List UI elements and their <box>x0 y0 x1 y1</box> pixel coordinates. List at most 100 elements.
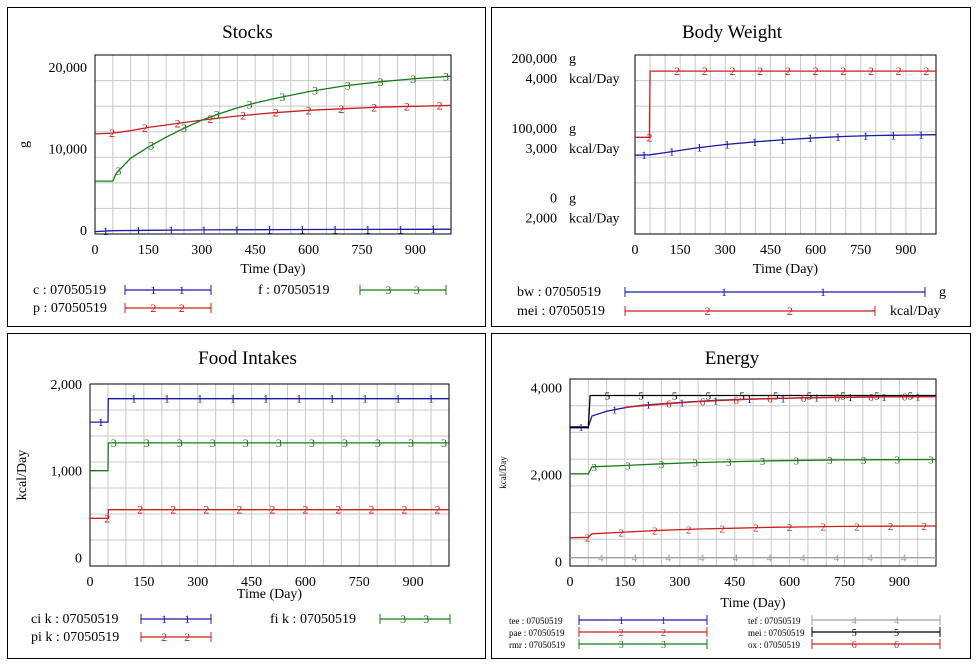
series-marker: 2 <box>240 109 246 123</box>
legend-marker: 6 <box>852 640 857 651</box>
legend-label: mei : 07050519 <box>748 628 805 638</box>
series-marker: 1 <box>362 392 368 406</box>
series-marker: 2 <box>652 526 658 538</box>
series-marker: 4 <box>834 553 840 565</box>
y-tick-label: 0 <box>550 192 557 207</box>
series-marker: 2 <box>207 112 213 126</box>
series-marker: 3 <box>591 462 597 474</box>
series-marker: 3 <box>210 436 216 450</box>
x-tick-label: 600 <box>298 243 319 258</box>
series-marker: 1 <box>329 392 335 406</box>
series-marker: 3 <box>375 436 381 450</box>
x-tick-label: 450 <box>245 243 266 258</box>
legend-label: mei : 07050519 <box>517 304 605 319</box>
legend-label: pae : 07050519 <box>509 628 565 638</box>
series-marker: 2 <box>404 99 410 113</box>
legend-marker: 4 <box>852 616 857 627</box>
series-marker: 3 <box>441 436 447 450</box>
y-tick-label: 100,000 <box>512 122 558 137</box>
grid <box>95 55 451 234</box>
series-marker: 1 <box>724 137 730 151</box>
series-marker: 3 <box>408 436 414 450</box>
series-marker: 2 <box>923 64 929 78</box>
series-marker: 2 <box>203 503 209 517</box>
x-tick-label: 600 <box>805 243 826 258</box>
body-weight-chart: Body Weight 0 150 300 450 600 750 900 Time (Day)… <box>512 22 947 319</box>
series-marker: 1 <box>915 392 921 404</box>
legend-marker: 3 <box>619 640 624 651</box>
legend-label: fi k : 07050519 <box>270 612 356 627</box>
series-marker: 1 <box>230 392 236 406</box>
y-tick-label: 1,000 <box>51 465 83 480</box>
series-marker: 2 <box>753 523 759 535</box>
legend-marker: 1 <box>179 283 185 297</box>
series-marker: 2 <box>435 503 441 517</box>
legend-marker: 2 <box>705 304 711 318</box>
series-marker: 6 <box>834 392 840 404</box>
body-weight-panel: Body Weight 0 150 300 450 600 750 900 Time (Day)… <box>491 7 971 327</box>
series-marker: 1 <box>296 392 302 406</box>
series-marker: 3 <box>276 436 282 450</box>
y-tick-label: 2,000 <box>531 469 563 484</box>
series-marker: 3 <box>214 108 220 122</box>
series-line-5 <box>570 394 936 429</box>
legend-marker: 3 <box>385 283 391 297</box>
series-marker: 2 <box>338 102 344 116</box>
series-marker: 1 <box>881 392 887 404</box>
x-tick-label: 0 <box>87 575 94 590</box>
series-marker: 2 <box>618 527 624 539</box>
series-marker: 1 <box>779 133 785 147</box>
x-axis-label: Time (Day) <box>237 587 303 602</box>
series-marker: 2 <box>175 116 181 130</box>
y-axis-label: g <box>17 141 32 148</box>
series-marker: 1 <box>332 222 338 236</box>
x-tick-label: 900 <box>889 575 910 590</box>
legend-label: tef : 07050519 <box>748 616 801 626</box>
series-marker: 6 <box>767 394 773 406</box>
series-marker: 3 <box>760 456 766 468</box>
series-marker: 3 <box>111 436 117 450</box>
y-tick-label: 4,000 <box>531 382 563 397</box>
legend-label: bw : 07050519 <box>517 285 601 300</box>
series-marker: 3 <box>181 121 187 135</box>
grid <box>90 384 449 566</box>
x-axis-label: Time (Day) <box>720 596 786 611</box>
x-tick-label: 900 <box>895 243 916 258</box>
y-tick-label: 0 <box>555 556 562 571</box>
legend-marker: 1 <box>661 616 666 627</box>
series-marker: 4 <box>800 553 806 565</box>
x-tick-label: 150 <box>614 575 635 590</box>
plot-frame <box>569 378 937 567</box>
legend-marker: 1 <box>619 616 624 627</box>
series-marker: 1 <box>197 392 203 406</box>
series-marker: 3 <box>659 459 665 471</box>
series-marker: 3 <box>247 98 253 112</box>
series-marker: 6 <box>868 392 874 404</box>
legend-marker: 3 <box>661 640 666 651</box>
series-marker: 1 <box>201 223 207 237</box>
x-tick-label: 0 <box>567 575 574 590</box>
energy-chart: Energy 0 150 300 450 600 750 900 Time (Day) 0 2,00… <box>498 348 941 651</box>
plot-frame <box>89 383 450 567</box>
series-marker: 1 <box>234 223 240 237</box>
x-tick-label: 300 <box>191 243 212 258</box>
energy-panel: Energy 0 150 300 450 600 750 900 Time (Day) 0 2,00… <box>491 333 971 659</box>
series-marker: 3 <box>279 90 285 104</box>
series-marker: 6 <box>733 395 739 407</box>
x-tick-label: 600 <box>295 575 316 590</box>
series-line-1 <box>634 134 937 156</box>
series-line-3 <box>95 75 452 182</box>
series-marker: 1 <box>164 392 170 406</box>
y-tick-unit: kcal/Day <box>569 142 620 157</box>
series-marker: 1 <box>131 392 137 406</box>
y-tick-label: 20,000 <box>49 61 88 76</box>
stocks-chart: Stocks 0 150 300 450 600 750 900 Time (Day) 0 10,0… <box>17 22 452 316</box>
series-marker: 2 <box>585 532 591 544</box>
series-marker: 3 <box>243 436 249 450</box>
x-tick-label: 300 <box>187 575 208 590</box>
series-marker: 2 <box>273 106 279 120</box>
series-marker: 1 <box>428 392 434 406</box>
x-tick-label: 150 <box>670 243 691 258</box>
series-marker: 1 <box>863 129 869 143</box>
series-marker: 3 <box>309 436 315 450</box>
